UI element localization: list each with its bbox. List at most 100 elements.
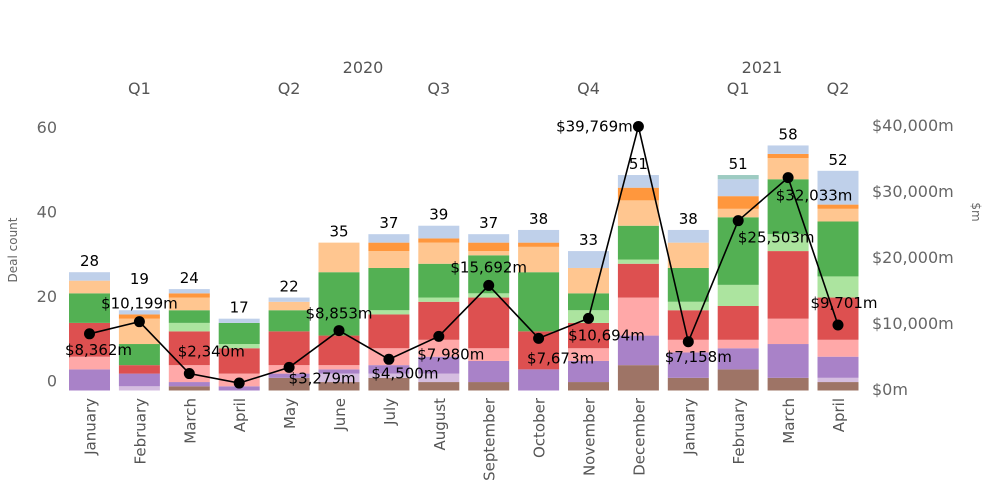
line-value-label: $32,033m [776, 187, 853, 205]
bar-segment [518, 246, 560, 273]
bar-segment [568, 267, 609, 294]
bar-segment [468, 242, 510, 252]
bar-segment [118, 373, 160, 387]
column-headers: 2020 2021 Q1 Q2 Q3 Q4 Q1 Q2 [128, 58, 849, 98]
bar-total-label: 39 [429, 206, 448, 224]
bar-segment [617, 187, 659, 201]
line-value-label: $9,701m [810, 294, 877, 312]
line-value-label: $7,158m [665, 348, 732, 366]
month-label: February [730, 398, 748, 465]
bar-segment [168, 382, 210, 387]
line-value-label: $3,279m [289, 369, 356, 387]
line-point [732, 215, 744, 227]
year-header: 2020 [343, 58, 384, 77]
line-value-label: $10,694m [568, 326, 645, 344]
bar-segment [69, 280, 110, 294]
bar-segment [368, 251, 410, 268]
bar-segment [717, 217, 759, 285]
bar-segment [667, 377, 709, 391]
bar-segment [69, 369, 110, 391]
month-label: August [431, 398, 449, 451]
quarter-header: Q4 [577, 79, 600, 98]
bar-segment [767, 318, 809, 345]
bar-segment [418, 263, 460, 298]
bar-segment [717, 339, 759, 349]
bar-total-label: 33 [579, 231, 598, 249]
y2-axis-title: $m [969, 202, 983, 221]
bar-segment [218, 318, 260, 323]
bar-segment [368, 234, 410, 243]
line-point [483, 279, 495, 291]
bar-segment [817, 204, 859, 209]
bar-segment [368, 377, 410, 391]
line-point [333, 325, 345, 337]
line-point [533, 332, 545, 344]
quarter-header: Q2 [278, 79, 301, 98]
bar-segment [118, 365, 160, 374]
bar-segment [717, 284, 759, 306]
bar-segment [418, 373, 460, 383]
month-label: June [331, 398, 349, 432]
line-value-label: $2,340m [178, 343, 245, 361]
bar-segment [168, 310, 210, 323]
line-value-label: $15,692m [450, 258, 527, 276]
bar-segment [418, 356, 460, 374]
bar-segment [418, 382, 460, 391]
bar-segment [667, 352, 709, 378]
bar-segment [617, 225, 659, 260]
bar-total-label: 17 [230, 299, 249, 317]
bar-segment [318, 335, 360, 366]
month-labels: January February March April May June July Augu… [82, 397, 849, 481]
bar-segment [817, 297, 859, 340]
bar-segment [717, 208, 759, 218]
year-header: 2021 [742, 58, 783, 77]
line-point [183, 368, 195, 380]
bar-segment [268, 301, 310, 311]
bar-segment [617, 263, 659, 298]
bar-segment [218, 322, 260, 345]
bar-segment [468, 297, 510, 349]
bar-segment [268, 297, 310, 302]
month-label: May [281, 398, 299, 429]
bar-segment [468, 348, 510, 361]
bar-segment [617, 259, 659, 264]
axes: Deal count $m 0 20 40 60 $0m $10,000m $20,000m… [6, 116, 983, 399]
bar-segment [268, 331, 310, 366]
y-tick-label: 0 [47, 372, 57, 391]
bar-segment [717, 179, 759, 197]
bar-segment [617, 365, 659, 391]
line-value-label: $7,980m [417, 345, 484, 363]
bar-segment [667, 301, 709, 311]
bar-segment [717, 369, 759, 391]
bar-segment [667, 229, 709, 243]
bar-segment [368, 365, 410, 374]
bar-segment [368, 242, 410, 252]
month-label: March [780, 398, 798, 444]
y2-tick-label: $40,000m [872, 116, 954, 135]
y-tick-label: 40 [37, 203, 57, 222]
bar-segment [717, 306, 759, 340]
y2-tick-label: $30,000m [872, 182, 954, 201]
month-label: April [231, 398, 249, 432]
bar-segment [767, 158, 809, 180]
month-label: March [181, 398, 199, 444]
line-point [84, 328, 95, 340]
line-value-label: $4,500m [371, 364, 438, 382]
bar-total-label: 51 [629, 155, 648, 173]
month-label: July [381, 398, 399, 426]
line-path [89, 126, 839, 384]
quarter-header: Q3 [427, 79, 450, 98]
bar-total-label: 58 [779, 125, 798, 143]
bar-segment [368, 373, 410, 378]
quarter-header: Q2 [827, 79, 850, 98]
bar-segment [418, 225, 460, 239]
bar-total-label: 37 [379, 214, 398, 232]
bar-segment [568, 348, 609, 361]
bar-segment [568, 293, 609, 311]
quarter-header: Q1 [727, 79, 750, 98]
bar-segment [318, 242, 360, 273]
bar-total-label: 38 [679, 210, 698, 228]
bar-segment [717, 348, 759, 370]
bar-segment [218, 344, 260, 349]
month-label: January [680, 398, 698, 456]
